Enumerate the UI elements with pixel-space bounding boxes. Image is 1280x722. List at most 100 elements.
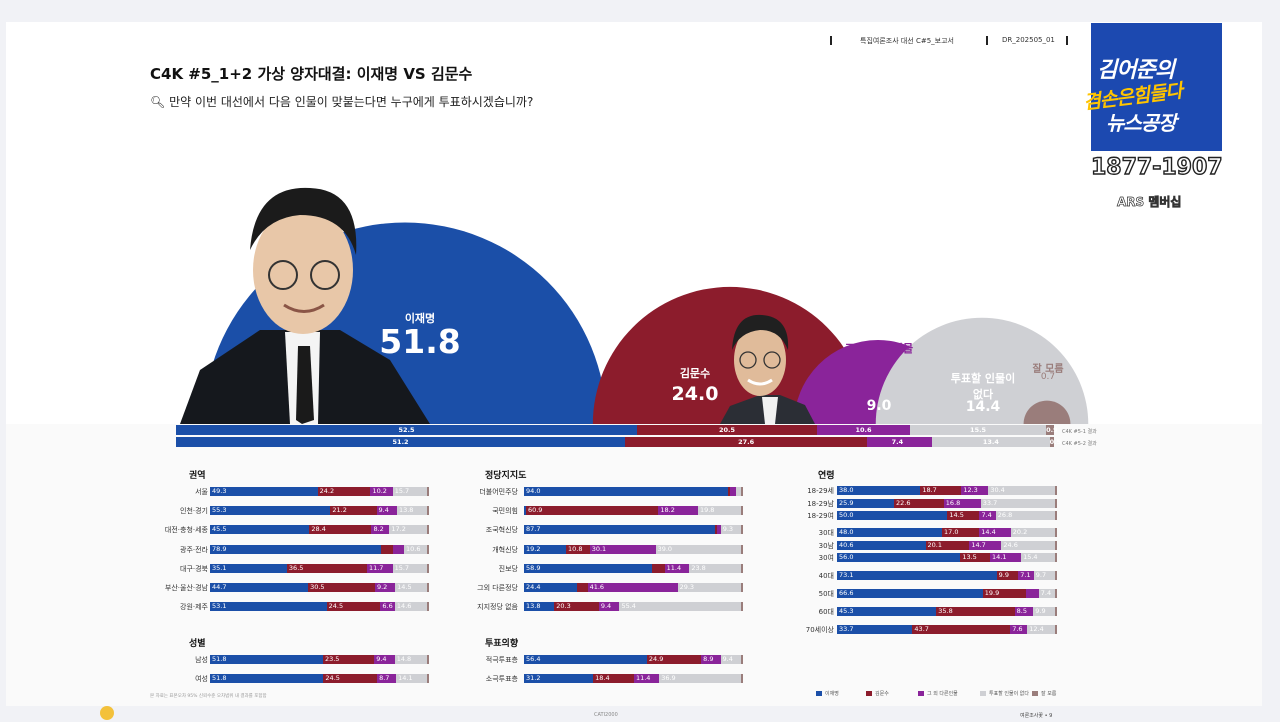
breakdown-bar-value: 23.8 [691, 563, 706, 572]
breakdown-bar-segment [308, 583, 375, 592]
breakdown-bar-value: 18.2 [660, 506, 675, 515]
breakdown-bar-value: 7.1 [1020, 571, 1031, 579]
breakdown-bar-segment [633, 674, 660, 683]
breakdown-bar-value: 8.5 [1016, 607, 1028, 615]
breakdown-bar-segment [524, 563, 652, 573]
report-code: DR_202505_01 [1002, 36, 1055, 44]
breakdown-bar-segment [392, 544, 405, 554]
search-icon: 🔍︎ [150, 95, 170, 109]
breakdown-dk-tick [1055, 486, 1057, 495]
summary-semicircle-4 [1023, 400, 1071, 424]
breakdown-bar-segment [960, 553, 991, 562]
breakdown-bar-value: 15.7 [394, 563, 410, 572]
breakdown-bar-value: 13.5 [962, 553, 977, 561]
breakdown-bar-value: 51.8 [212, 674, 227, 682]
breakdown-bar-value: 28.4 [311, 525, 326, 534]
breakdown-bar-segment [655, 544, 741, 554]
breakdown-bar-segment [646, 655, 702, 664]
breakdown-bar-segment [697, 506, 741, 516]
breakdown-bar-segment [330, 506, 377, 516]
breakdown-bar-segment [837, 528, 943, 537]
breakdown-bar-segment [394, 655, 427, 664]
legend-label: 투표할 인물이 없다 [989, 691, 1029, 697]
breakdown-dk-tick [1055, 589, 1057, 598]
poll-bar-value: 7.4 [891, 438, 904, 446]
breakdown-bar-segment [380, 602, 395, 612]
breakdown-row-label: 진보당 [498, 564, 518, 573]
breakdown-bar-segment [524, 583, 577, 592]
breakdown-bar-segment [589, 544, 656, 554]
breakdown-bar-value: 24.6 [1003, 540, 1018, 549]
breakdown-row-label: 인천·경기 [180, 507, 208, 516]
breakdown-bar-value: 41.6 [589, 583, 605, 591]
breakdown-bar-segment [309, 525, 372, 535]
breakdown-bar-value: 11.4 [635, 674, 651, 682]
breakdown-row-label: 대전·충청·세종 [164, 526, 208, 535]
breakdown-bar-value: 23.5 [324, 655, 340, 663]
breakdown-row-label: 50대 [818, 590, 834, 598]
poll-bar-segment [176, 425, 637, 435]
breakdown-bar-value: 58.9 [526, 563, 541, 572]
breakdown-bar-segment [837, 486, 921, 495]
breakdown-bar-value: 18.7 [922, 486, 937, 494]
breakdown-row-label: 30여 [818, 554, 834, 562]
section-gender-title: 성별 [189, 639, 206, 649]
legend-item: 투표할 인물이 없다 [980, 690, 1029, 697]
breakdown-bar-segment [1021, 553, 1055, 562]
summary-chart [180, 187, 1089, 424]
poll-bar-segment [1049, 437, 1054, 447]
breakdown-bar-value: 24.9 [648, 655, 664, 663]
breakdown-bar-segment [598, 602, 620, 612]
breakdown-bar-value: 53.1 [212, 602, 227, 611]
section-age-title: 연령 [818, 471, 835, 481]
breakdown-bar-segment [947, 511, 980, 520]
breakdown-bar-value: 7.4 [1040, 589, 1052, 597]
breakdown-bar-segment [988, 486, 1055, 495]
breakdown-bar-segment [376, 506, 397, 516]
other-name: 그 외 다른인물 [844, 342, 914, 355]
breakdown-bar-segment [566, 544, 590, 554]
breakdown-bar-segment [404, 544, 427, 554]
breakdown-bar-segment [554, 602, 599, 612]
poll-bar-segment [910, 425, 1047, 435]
breakdown-bar-segment [210, 583, 309, 592]
breakdown-bar-segment [837, 540, 926, 550]
breakdown-bar-segment [381, 544, 393, 554]
breakdown-row-label: 70세이상 [805, 626, 834, 634]
breakdown-bar-segment [587, 583, 678, 592]
breakdown-bar-value: 56.0 [839, 553, 854, 561]
breakdown-bar-segment [837, 607, 937, 616]
summary-semicircle-1 [592, 286, 868, 424]
legend-swatch [918, 691, 924, 696]
breakdown-bar-value: 9.3 [722, 525, 734, 534]
header-divider [986, 36, 988, 45]
breakdown-bar-value: 14.5 [949, 511, 964, 519]
breakdown-bar-segment [1027, 625, 1055, 634]
logo-line1: 김어준의 [1097, 58, 1175, 83]
candidate-lee-photo [180, 187, 430, 424]
legend-swatch [866, 691, 872, 696]
breakdown-bar-value: 78.9 [212, 544, 227, 553]
breakdown-bar-value: 25.9 [839, 498, 854, 507]
breakdown-bar-segment [1033, 607, 1055, 616]
breakdown-bar-segment [210, 487, 318, 496]
header-divider [1066, 36, 1068, 45]
breakdown-bar-segment [1026, 589, 1039, 598]
breakdown-bar-segment [837, 589, 983, 598]
breakdown-bar-segment [210, 563, 287, 573]
breakdown-bar-value: 8.7 [379, 674, 390, 682]
report-name: 특집여론조사 대선 C#5_보고서 [860, 37, 954, 45]
breakdown-bar-value: 38.0 [839, 486, 854, 494]
none-name: 투표할 인물이 없다 [950, 372, 1016, 401]
breakdown-bar-value: 45.3 [839, 607, 854, 615]
breakdown-dk-tick [427, 674, 429, 683]
breakdown-bar-value: 44.7 [212, 583, 227, 591]
breakdown-bar-value: 24.4 [526, 583, 541, 591]
footer-right: 여론조사꽃 • 9 [1020, 713, 1053, 719]
legend-swatch [980, 691, 986, 696]
breakdown-bar-segment [720, 655, 741, 664]
legend-label: 김문수 [875, 691, 889, 697]
breakdown-bar-value: 17.0 [944, 528, 959, 536]
breakdown-bar-segment [1033, 571, 1055, 580]
breakdown-row-label: 18-29여 [807, 512, 834, 520]
